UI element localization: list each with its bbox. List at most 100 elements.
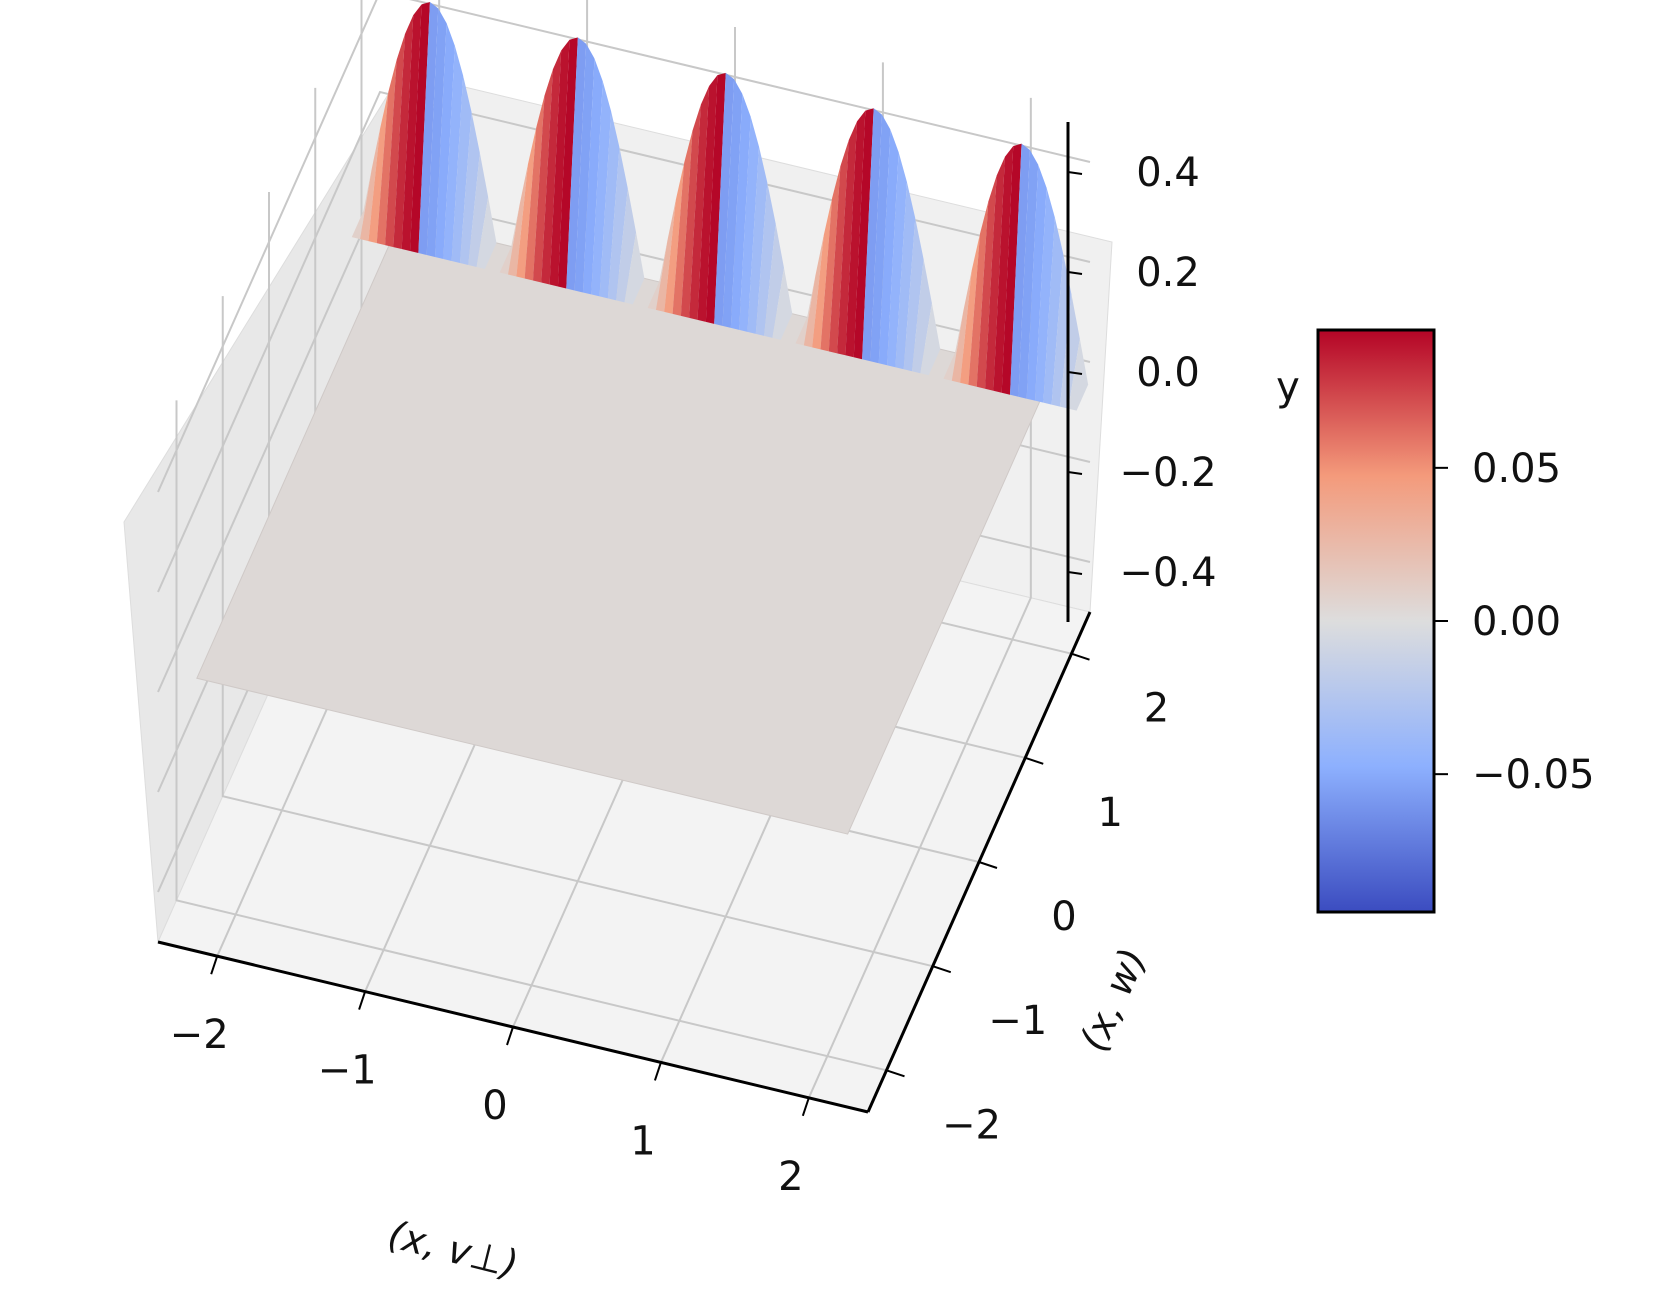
surface-ridge-facet [739,116,760,332]
surface-ridge-facet [524,95,545,281]
surface-ridge-facet [764,223,784,338]
surface-ridge-facet [664,162,685,314]
colorbar-tick-label: −0.05 [1472,752,1595,798]
surface-ridge-facet [895,182,916,370]
surface-ridge-facet [1010,143,1030,397]
surface-ridge-facet [1034,187,1055,403]
surface-ridge-facet [820,166,841,352]
surface-ridge-facet [1001,143,1022,395]
surface-ridge-facet [920,303,941,376]
x-tick-mark [801,1097,810,1117]
x-tick-mark [358,991,367,1010]
surface-ridge [795,108,941,376]
y-axis-label: (x, w) [1071,942,1155,1058]
surface-ridge-facet [845,110,866,358]
x-axis-ticks: −2 −1 0 1 2 [170,955,810,1200]
surface-ridge-facet [960,233,980,385]
surface-ridge [499,37,645,305]
x-tick-mark [210,955,219,975]
surface-ridge-facet [828,140,849,354]
colorbar-label: y [1276,364,1300,410]
surface-ridge-facet [401,4,422,252]
y-tick-mark [886,1069,905,1078]
surface-ridge-facet [1068,338,1089,411]
x-tick-label: −1 [318,1048,377,1094]
surface-ridge-facet [624,232,645,305]
surface-ridge-facet [451,75,472,264]
surface-plot [196,2,1089,835]
surface-ridge-facet [376,59,397,246]
surface-ridge-facet [582,58,603,295]
y-tick-mark [932,965,952,974]
z-tick-mark [1067,271,1083,275]
x-tick-mark [653,1062,662,1081]
surface-ridge-facet [516,127,537,279]
surface-ridge-facet [993,145,1014,393]
surface-ridge-facet [476,197,497,269]
x-tick-label: 0 [482,1083,507,1129]
surface-ridge-facet [912,259,932,374]
y-axis-ticks: −2 −1 0 1 2 [886,652,1169,1148]
y-gridline [221,296,933,968]
surface-ridge-facet [837,121,858,356]
surface-ridge-facet [862,108,882,362]
surface-ridge-facet [557,37,578,289]
surface-ridge-facet [574,43,595,293]
surface-ridge-facet [755,182,776,336]
z-tick-label: 0.0 [1136,350,1200,396]
surface-ridge-facet [730,93,751,330]
surface-ridge-facet [599,111,620,299]
surface-ridge-facet [772,267,793,340]
surface-ridge-facet [591,81,612,297]
y-gridline [175,400,887,1072]
x-axis-label: (x, v⊥) [384,1212,523,1287]
z-axis-ticks: −0.4 −0.2 0.0 0.2 0.4 [1067,150,1217,596]
surface-ridge [351,2,497,269]
surface-ridge-facet [443,45,464,262]
surface-ridge-facet [655,199,676,312]
z-tick-label: −0.4 [1119,550,1216,596]
surface-ridge-facet [722,79,743,328]
z-tick-mark [1067,371,1083,375]
surface-ridge [943,143,1089,411]
surface-ridge-facet [1059,294,1080,409]
z-tick-mark [1067,571,1083,575]
colorbar: 0.05 0.00 −0.05 y [1276,328,1595,914]
surface-ridge-facet [943,310,964,381]
x-tick-label: 2 [778,1154,803,1200]
surface-ridge-facet [647,239,668,310]
y-tick-label: 0 [1051,894,1076,940]
z-gridline [157,0,1091,493]
x-tick-label: −2 [170,1012,229,1058]
surface-ridge-facet [705,72,726,324]
surface-ridge-facet [672,130,693,316]
surface-ridge-facet [418,2,439,256]
z-tick-mark [1067,471,1083,475]
surface-ridge-facet [951,270,972,383]
surface-ridge-facet [887,152,907,368]
colorbar-gradient [1316,328,1436,914]
y-tick-label: −1 [988,998,1047,1044]
surface-ridge-facet [985,156,1005,391]
surface-ridge-facet [697,75,718,322]
z-tick-label: −0.2 [1119,450,1216,496]
y-tick-label: 2 [1144,686,1169,732]
surface-ridge-facet [360,128,380,242]
surface-ridge-facet [747,146,768,334]
surface-ridge-facet [434,23,455,260]
surface-ridge-facet [393,15,414,250]
surface-ridge-facet [976,175,997,389]
surface-ridge-facet [853,108,874,360]
surface-ridge-facet [508,164,528,277]
surface-ridge-facet [499,204,520,275]
surface-ridge-facet [795,275,816,346]
surface-ridge-facet [566,37,587,291]
surface-ridge-facet [870,114,891,364]
surface-ridge-facet [459,111,480,265]
y-tick-mark [978,861,998,869]
colorbar-tick-label: 0.05 [1472,446,1561,492]
surface-ridge-facet [541,50,562,285]
z-tick-label: 0.4 [1136,150,1200,196]
surface-ridge-facet [410,2,430,254]
surface-ridge-facet [549,39,570,287]
